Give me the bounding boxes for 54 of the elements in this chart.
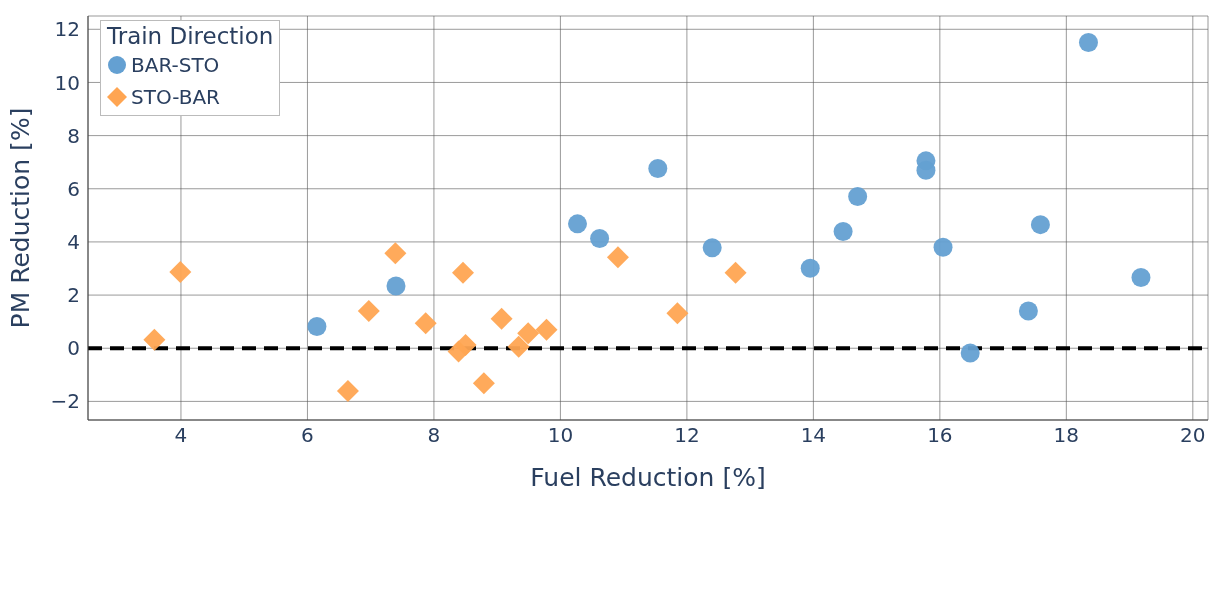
point xyxy=(169,260,192,283)
point xyxy=(472,372,495,395)
point xyxy=(960,343,980,363)
point xyxy=(916,160,936,180)
point xyxy=(567,214,587,234)
point xyxy=(648,159,668,179)
y-tick-label: 6 xyxy=(67,176,80,201)
point xyxy=(507,335,530,358)
point xyxy=(590,228,610,248)
legend-label: STO-BAR xyxy=(131,85,221,109)
point xyxy=(606,246,629,269)
point xyxy=(1018,301,1038,321)
x-tick-label: 16 xyxy=(927,423,953,448)
point xyxy=(848,186,868,206)
y-axis-title: PM Reduction [%] xyxy=(5,107,35,329)
point xyxy=(517,322,540,345)
y-tick-label: −2 xyxy=(50,389,80,414)
point xyxy=(702,238,722,258)
point xyxy=(143,328,166,351)
x-tick-label: 10 xyxy=(547,423,574,448)
point xyxy=(336,380,359,403)
x-axis-title: Fuel Reduction [%] xyxy=(530,463,766,492)
point xyxy=(307,316,327,336)
point xyxy=(1030,215,1050,235)
y-tick-label: 10 xyxy=(54,70,80,95)
point xyxy=(384,242,407,265)
x-tick-label: 14 xyxy=(800,423,827,448)
y-tick-label: 8 xyxy=(67,123,80,148)
legend-title: Train Direction xyxy=(107,23,274,49)
point xyxy=(490,307,513,330)
x-tick-label: 6 xyxy=(301,423,314,448)
point xyxy=(454,334,477,357)
point xyxy=(666,302,689,325)
x-tick-label: 12 xyxy=(674,423,700,448)
x-tick-label: 18 xyxy=(1053,423,1080,448)
point xyxy=(1131,268,1151,288)
point xyxy=(357,300,380,323)
x-tick-label: 20 xyxy=(1180,423,1206,448)
y-tick-label: 0 xyxy=(67,336,80,361)
point xyxy=(1078,33,1098,53)
y-tick-label: 4 xyxy=(67,230,80,255)
point xyxy=(800,258,820,278)
x-tick-label: 4 xyxy=(174,423,188,448)
point xyxy=(452,261,475,284)
point xyxy=(724,261,747,284)
point xyxy=(414,312,437,335)
x-tick-label: 8 xyxy=(427,423,441,448)
y-tick-label: 2 xyxy=(67,283,80,308)
y-tick-label: 12 xyxy=(54,17,80,42)
point xyxy=(535,318,558,341)
point xyxy=(386,276,406,296)
legend-label: BAR-STO xyxy=(131,53,220,77)
point xyxy=(833,222,853,242)
point xyxy=(933,237,953,257)
